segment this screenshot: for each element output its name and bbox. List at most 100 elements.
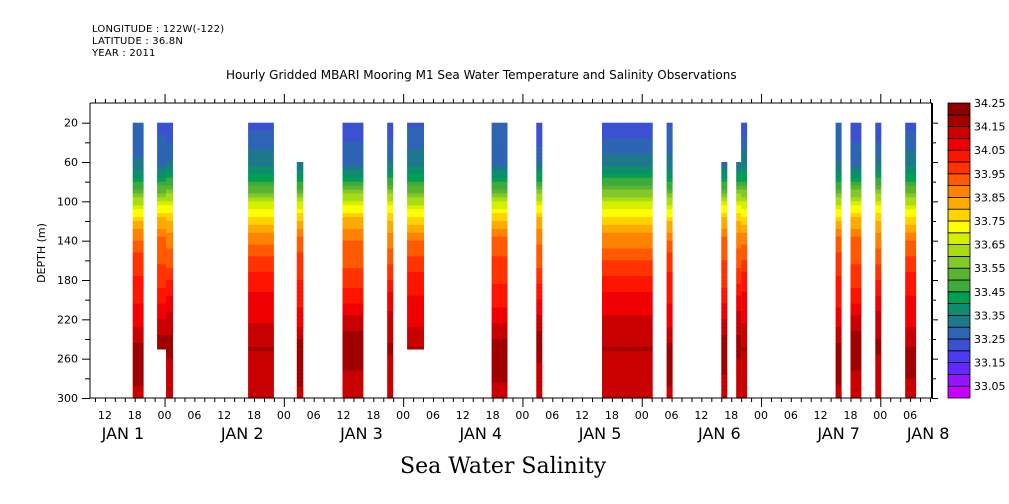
salinity-cell: [850, 248, 862, 253]
salinity-cell: [166, 354, 173, 360]
salinity-cell: [387, 146, 394, 151]
salinity-cell: [850, 331, 862, 336]
colorbar-swatch: [947, 208, 971, 222]
salinity-cell: [157, 217, 166, 222]
salinity-cell: [166, 169, 173, 175]
salinity-cell: [602, 362, 653, 368]
salinity-cell: [905, 197, 917, 202]
salinity-cell: [905, 291, 917, 297]
salinity-cell: [721, 177, 728, 183]
salinity-cell: [850, 346, 862, 352]
salinity-cell: [296, 173, 304, 179]
salinity-cell: [536, 354, 543, 360]
salinity-cell: [342, 268, 364, 273]
salinity-cell: [850, 291, 862, 297]
salinity-cell: [741, 268, 748, 273]
salinity-cell: [736, 307, 742, 312]
colorbar-swatch: [947, 149, 971, 163]
salinity-cell: [166, 224, 173, 230]
salinity-cell: [248, 244, 274, 250]
salinity-cell: [491, 189, 508, 194]
salinity-cell: [905, 350, 917, 356]
colorbar-swatch: [947, 102, 971, 116]
salinity-cell: [666, 122, 673, 128]
salinity-cell: [536, 264, 543, 269]
salinity-cell: [387, 335, 394, 340]
x-tick-label: 06: [903, 409, 917, 422]
salinity-cell: [491, 244, 508, 250]
salinity-cell: [296, 248, 304, 253]
colorbar-swatch: [947, 196, 971, 210]
salinity-cell: [387, 268, 394, 273]
salinity-cell: [491, 311, 508, 316]
salinity-cell: [387, 185, 394, 191]
colorbar-swatch: [947, 161, 971, 175]
salinity-cell: [491, 256, 508, 261]
salinity-cell: [736, 303, 742, 309]
salinity-cell: [491, 260, 508, 265]
salinity-cell: [536, 232, 543, 238]
salinity-cell: [296, 224, 304, 230]
salinity-cell: [850, 366, 862, 371]
salinity-cell: [835, 335, 842, 340]
salinity-cell: [342, 209, 364, 214]
x-tick-label: 06: [784, 409, 798, 422]
salinity-cell: [721, 283, 728, 289]
salinity-cell: [721, 386, 728, 391]
salinity-cell: [666, 189, 673, 194]
salinity-cell: [296, 350, 304, 356]
data-segment: [666, 122, 673, 399]
salinity-cell: [296, 181, 304, 187]
salinity-cell: [166, 319, 173, 324]
salinity-cell: [536, 342, 543, 348]
salinity-cell: [407, 252, 424, 257]
salinity-cell: [602, 213, 653, 218]
salinity-cell: [132, 303, 144, 309]
salinity-cell: [296, 165, 304, 171]
salinity-cell: [875, 232, 882, 238]
salinity-cell: [835, 291, 842, 297]
salinity-cell: [602, 134, 653, 139]
salinity-cell: [835, 201, 842, 206]
colorbar-swatch: [947, 338, 971, 352]
salinity-cell: [157, 346, 166, 350]
salinity-cell: [741, 126, 748, 132]
salinity-cell: [132, 390, 144, 395]
salinity-cell: [166, 209, 173, 214]
salinity-cell: [248, 378, 274, 383]
y-axis-label: DEPTH (m): [35, 223, 48, 283]
salinity-cell: [835, 150, 842, 155]
salinity-cell: [666, 378, 673, 383]
salinity-cell: [850, 283, 862, 289]
salinity-cell: [736, 339, 742, 344]
salinity-cell: [741, 205, 748, 210]
data-segment: [721, 162, 728, 399]
salinity-cell: [296, 236, 304, 242]
salinity-cell: [602, 319, 653, 324]
salinity-cell: [132, 228, 144, 234]
salinity-cell: [342, 260, 364, 265]
salinity-cell: [721, 390, 728, 395]
salinity-cell: [248, 150, 274, 155]
salinity-cell: [905, 327, 917, 332]
salinity-cell: [342, 386, 364, 391]
salinity-cell: [736, 177, 742, 183]
salinity-cell: [132, 197, 144, 202]
salinity-cell: [602, 248, 653, 253]
salinity-cell: [132, 315, 144, 320]
salinity-cell: [875, 280, 882, 285]
salinity-cell: [835, 327, 842, 332]
salinity-cell: [666, 138, 673, 143]
salinity-cell: [342, 122, 364, 128]
colorbar-swatch: [947, 373, 971, 387]
salinity-cell: [342, 327, 364, 332]
salinity-cell: [491, 319, 508, 324]
salinity-cell: [850, 197, 862, 202]
salinity-cell: [850, 276, 862, 281]
salinity-cell: [666, 173, 673, 179]
salinity-cell: [905, 276, 917, 281]
salinity-cell: [835, 169, 842, 175]
salinity-cell: [736, 394, 742, 399]
salinity-cell: [875, 287, 882, 293]
